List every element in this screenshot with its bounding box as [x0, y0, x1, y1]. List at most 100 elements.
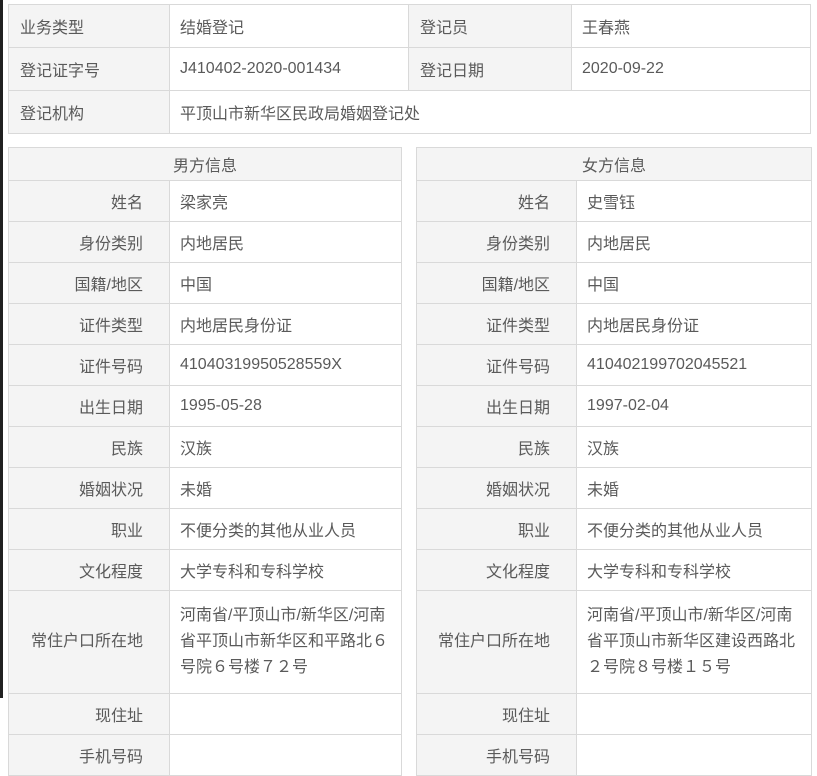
field-label: 国籍/地区	[8, 262, 170, 304]
field-value: 中国	[576, 262, 813, 304]
row-residence: 常住户口所在地 河南省/平顶山市/新华区/河南省平顶山市新华区建设西路北２号院８…	[416, 590, 813, 694]
field-label: 出生日期	[416, 385, 578, 427]
row-mobile: 手机号码	[416, 734, 813, 776]
row-name: 姓名 史雪钰	[416, 180, 813, 222]
row-education: 文化程度 大学专科和专科学校	[8, 549, 403, 591]
field-label: 文化程度	[416, 549, 578, 591]
summary-row-agency: 登记机构 平顶山市新华区民政局婚姻登记处	[8, 90, 811, 134]
row-birth-date: 出生日期 1997-02-04	[416, 385, 813, 427]
field-label: 证件类型	[416, 303, 578, 345]
field-label: 民族	[416, 426, 578, 468]
field-value: 河南省/平顶山市/新华区/河南省平顶山市新华区和平路北６号院６号楼７２号	[168, 590, 403, 694]
field-value: 1997-02-04	[576, 385, 813, 427]
female-info-table: 女方信息 姓名 史雪钰 身份类别 内地居民 国籍/地区 中国 证件类型 内地居民…	[416, 147, 813, 776]
business-type-value: 结婚登记	[169, 4, 409, 48]
female-table-header-row: 女方信息	[416, 147, 813, 181]
field-value: 内地居民身份证	[168, 303, 403, 345]
field-label: 证件类型	[8, 303, 170, 345]
field-value: 1995-05-28	[168, 385, 403, 427]
row-id-type: 证件类型 内地居民身份证	[8, 303, 403, 345]
certificate-number-label: 登记证字号	[8, 47, 170, 91]
field-label: 职业	[8, 508, 170, 550]
male-table-header-row: 男方信息	[7, 147, 403, 181]
field-label: 手机号码	[8, 734, 170, 776]
field-label: 婚姻状况	[8, 467, 170, 509]
row-current-address: 现住址	[8, 693, 403, 735]
field-value: 41040319950528559X	[168, 344, 403, 386]
row-mobile: 手机号码	[8, 734, 403, 776]
registrar-value: 王春燕	[571, 4, 811, 48]
row-current-address: 现住址	[416, 693, 813, 735]
field-label: 证件号码	[8, 344, 170, 386]
field-value: 不便分类的其他从业人员	[168, 508, 403, 550]
party-tables-container: 男方信息 姓名 梁家亮 身份类别 内地居民 国籍/地区 中国 证件类型 内地居民…	[7, 147, 813, 776]
registration-date-label: 登记日期	[408, 47, 572, 91]
field-value: 河南省/平顶山市/新华区/河南省平顶山市新华区建设西路北２号院８号楼１５号	[576, 590, 813, 694]
field-label: 手机号码	[416, 734, 578, 776]
field-label: 身份类别	[8, 221, 170, 263]
field-value: 大学专科和专科学校	[576, 549, 813, 591]
field-label: 常住户口所在地	[8, 590, 170, 694]
row-occupation: 职业 不便分类的其他从业人员	[8, 508, 403, 550]
row-marital-status: 婚姻状况 未婚	[416, 467, 813, 509]
row-ethnicity: 民族 汉族	[416, 426, 813, 468]
registration-summary-table: 业务类型 结婚登记 登记员 王春燕 登记证字号 J410402-2020-001…	[8, 4, 811, 134]
field-label: 国籍/地区	[416, 262, 578, 304]
row-identity-category: 身份类别 内地居民	[416, 221, 813, 263]
field-value: 大学专科和专科学校	[168, 549, 403, 591]
row-name: 姓名 梁家亮	[8, 180, 403, 222]
registrar-label: 登记员	[408, 4, 572, 48]
field-value: 未婚	[576, 467, 813, 509]
field-value	[168, 693, 403, 735]
field-label: 现住址	[416, 693, 578, 735]
field-label: 证件号码	[416, 344, 578, 386]
row-id-type: 证件类型 内地居民身份证	[416, 303, 813, 345]
field-label: 职业	[416, 508, 578, 550]
field-value: 内地居民	[576, 221, 813, 263]
row-id-number: 证件号码 410402199702045521	[416, 344, 813, 386]
row-occupation: 职业 不便分类的其他从业人员	[416, 508, 813, 550]
business-type-label: 业务类型	[8, 4, 170, 48]
field-label: 婚姻状况	[416, 467, 578, 509]
field-value	[576, 693, 813, 735]
certificate-number-value: J410402-2020-001434	[169, 47, 409, 91]
summary-row-business: 业务类型 结婚登记 登记员 王春燕	[8, 4, 811, 48]
field-value: 内地居民	[168, 221, 403, 263]
field-label: 现住址	[8, 693, 170, 735]
field-value: 未婚	[168, 467, 403, 509]
field-value: 410402199702045521	[576, 344, 813, 386]
male-info-table: 男方信息 姓名 梁家亮 身份类别 内地居民 国籍/地区 中国 证件类型 内地居民…	[7, 147, 403, 776]
field-label: 出生日期	[8, 385, 170, 427]
row-residence: 常住户口所在地 河南省/平顶山市/新华区/河南省平顶山市新华区和平路北６号院６号…	[8, 590, 403, 694]
summary-row-certificate: 登记证字号 J410402-2020-001434 登记日期 2020-09-2…	[8, 47, 811, 91]
field-label: 文化程度	[8, 549, 170, 591]
field-label: 姓名	[8, 180, 170, 222]
field-value	[576, 734, 813, 776]
registration-date-value: 2020-09-22	[571, 47, 811, 91]
row-education: 文化程度 大学专科和专科学校	[416, 549, 813, 591]
field-label: 身份类别	[416, 221, 578, 263]
row-identity-category: 身份类别 内地居民	[8, 221, 403, 263]
field-label: 民族	[8, 426, 170, 468]
field-value: 内地居民身份证	[576, 303, 813, 345]
field-value: 汉族	[576, 426, 813, 468]
screenshot-left-edge	[0, 0, 3, 698]
row-nationality: 国籍/地区 中国	[8, 262, 403, 304]
field-value: 中国	[168, 262, 403, 304]
field-value	[168, 734, 403, 776]
field-value: 史雪钰	[576, 180, 813, 222]
row-id-number: 证件号码 41040319950528559X	[8, 344, 403, 386]
row-birth-date: 出生日期 1995-05-28	[8, 385, 403, 427]
row-ethnicity: 民族 汉族	[8, 426, 403, 468]
field-value: 梁家亮	[168, 180, 403, 222]
female-info-title: 女方信息	[416, 147, 813, 181]
male-info-title: 男方信息	[7, 147, 403, 181]
row-nationality: 国籍/地区 中国	[416, 262, 813, 304]
registration-agency-value: 平顶山市新华区民政局婚姻登记处	[169, 90, 811, 134]
field-value: 汉族	[168, 426, 403, 468]
row-marital-status: 婚姻状况 未婚	[8, 467, 403, 509]
field-label: 常住户口所在地	[416, 590, 578, 694]
field-value: 不便分类的其他从业人员	[576, 508, 813, 550]
registration-agency-label: 登记机构	[8, 90, 170, 134]
field-label: 姓名	[416, 180, 578, 222]
